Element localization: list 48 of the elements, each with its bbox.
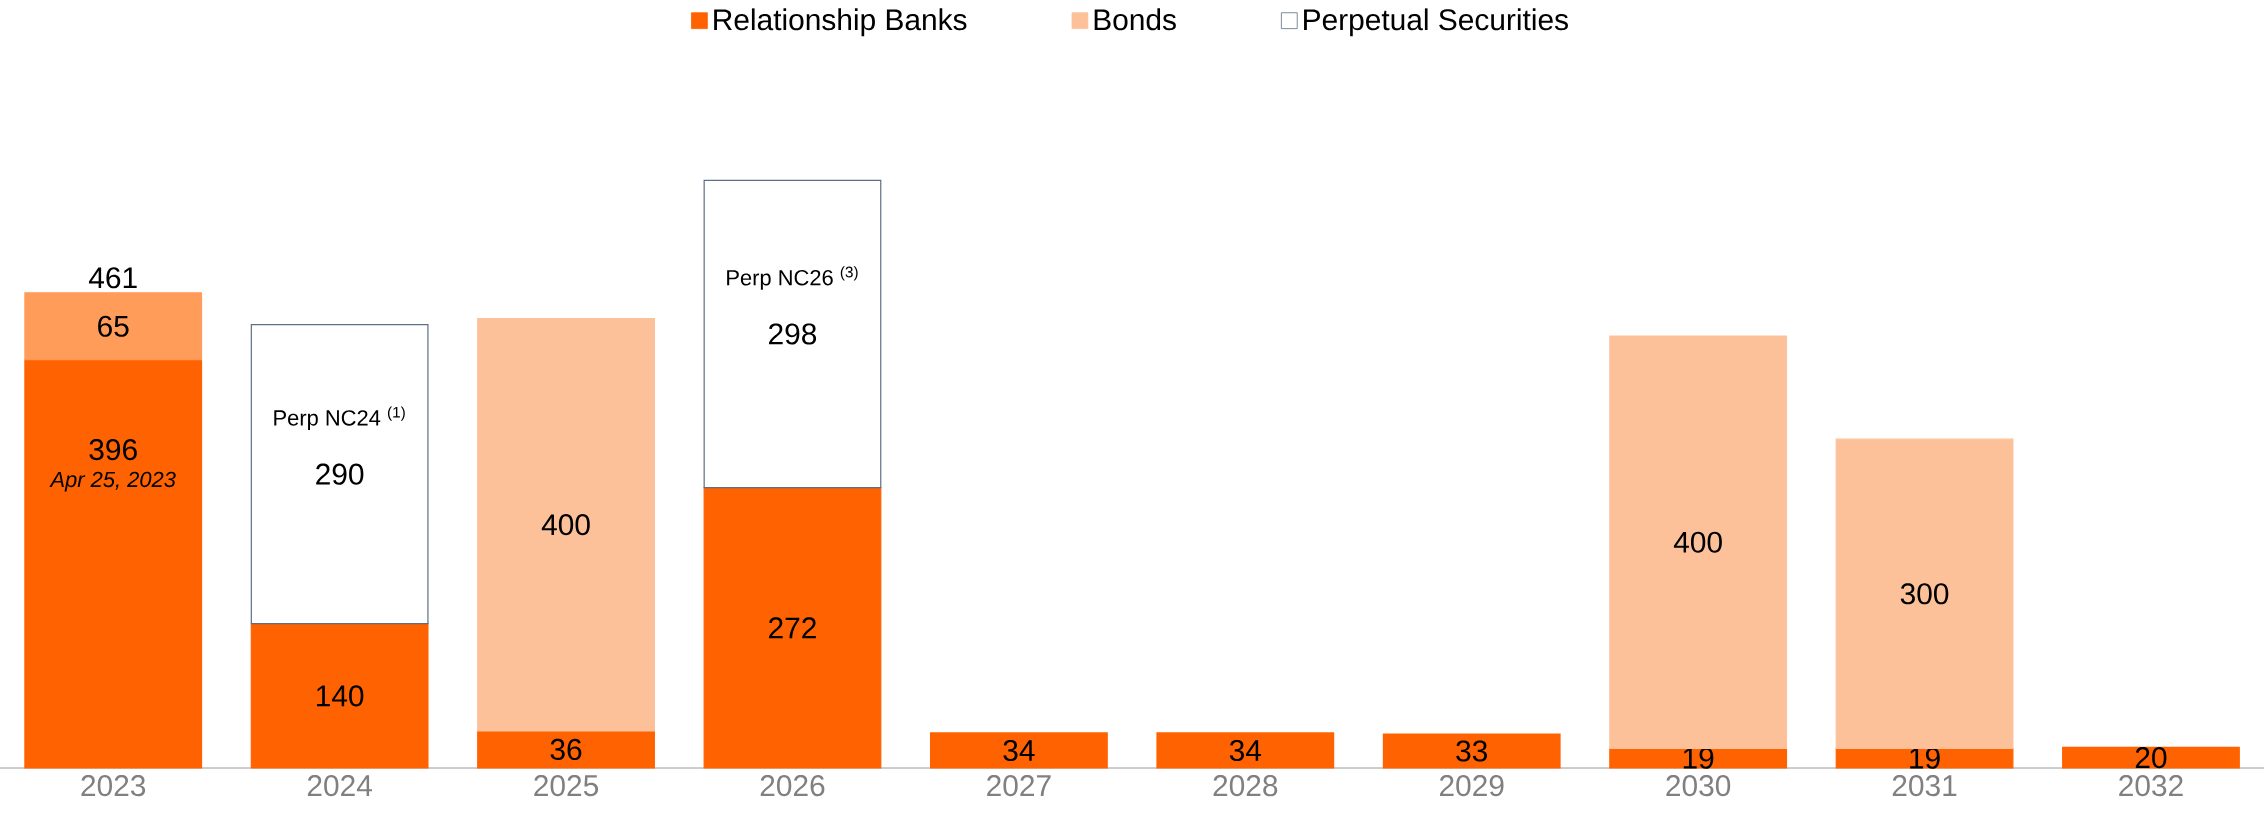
x-tick-label: 2031 xyxy=(1892,775,1957,797)
bar xyxy=(703,179,882,489)
bar xyxy=(477,730,655,769)
x-tick-label: 2026 xyxy=(760,775,825,797)
data-label: 19 xyxy=(1910,747,1940,769)
bar xyxy=(24,292,203,361)
data-label: 33 xyxy=(1456,740,1488,762)
bar xyxy=(1835,747,2014,769)
bar xyxy=(1609,747,1788,769)
data-label: 396 xyxy=(89,438,137,461)
data-label: 400 xyxy=(1673,531,1722,553)
bar xyxy=(24,359,203,769)
data-label: 300 xyxy=(1900,583,1949,605)
x-tick-label: 2030 xyxy=(1666,775,1731,797)
bar xyxy=(1609,335,1788,750)
data-label: 400 xyxy=(541,514,590,536)
annotation: Perp NC24 $^{(1)}$ xyxy=(274,406,405,430)
data-label: 272 xyxy=(769,617,816,639)
data-label: 140 xyxy=(316,685,364,707)
x-tick-label: 2023 xyxy=(81,775,146,797)
data-label: 34 xyxy=(1003,739,1035,762)
bar xyxy=(250,324,429,625)
bar xyxy=(250,623,429,769)
annotation: Apr 25, 2023 xyxy=(49,471,176,492)
bar xyxy=(477,317,655,732)
bar xyxy=(703,486,882,769)
bar xyxy=(929,732,1108,769)
data-label: 298 xyxy=(769,323,817,345)
annotation: Perp NC26 $^{(3)}$ xyxy=(727,266,858,290)
x-tick-label: 2028 xyxy=(1213,775,1278,797)
data-label: 290 xyxy=(316,463,364,485)
data-label: 20 xyxy=(2135,747,2167,769)
x-tick-label: 2029 xyxy=(1439,775,1504,797)
legend-label: Bonds xyxy=(1094,8,1176,31)
x-tick-label: 2024 xyxy=(307,775,372,797)
bar xyxy=(1835,438,2014,750)
bar xyxy=(1156,732,1335,769)
data-label: 34 xyxy=(1229,739,1262,762)
x-tick-label: 2032 xyxy=(2119,775,2183,797)
x-tick-label: 2025 xyxy=(534,775,599,797)
legend-label: Perpetual Securities xyxy=(1304,8,1568,37)
x-tick-label: 2027 xyxy=(987,775,1051,797)
data-label: 36 xyxy=(550,738,582,761)
bar xyxy=(2062,746,2240,769)
legend-label: Relationship Banks xyxy=(714,8,967,37)
data-label: 65 xyxy=(98,315,129,337)
bar xyxy=(1382,733,1561,769)
total-label: 461 xyxy=(88,267,137,289)
